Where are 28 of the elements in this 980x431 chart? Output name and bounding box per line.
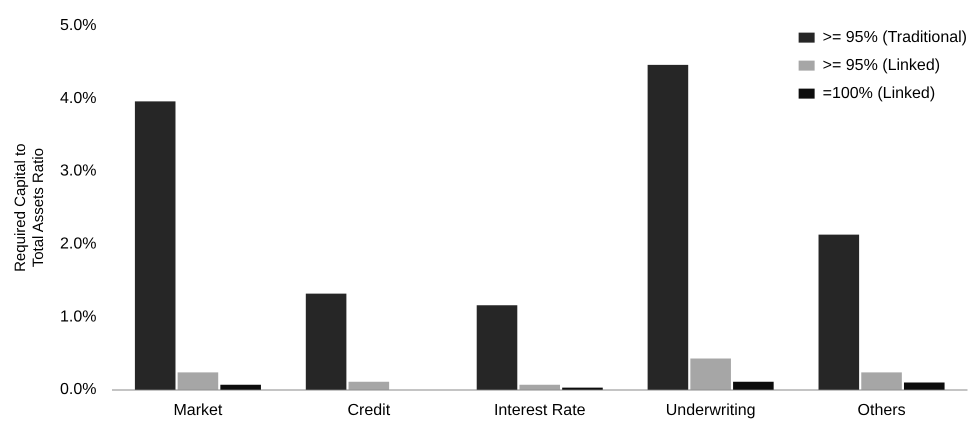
bar [134, 101, 176, 390]
y-tick-label: 3.0% [60, 162, 96, 180]
y-tick-label: 0.0% [60, 381, 96, 398]
bar [648, 64, 688, 390]
x-tick-label: Credit [347, 402, 391, 419]
bar [861, 372, 902, 390]
bar [818, 234, 860, 390]
y-tick-label: 5.0% [60, 17, 96, 34]
bar [306, 294, 346, 390]
y-tick-label: 4.0% [60, 90, 96, 107]
bar [519, 384, 560, 390]
y-tick-label: 1.0% [60, 308, 96, 326]
bar [178, 372, 218, 390]
bar [476, 305, 518, 390]
legend-label: >= 95% (Linked) [822, 57, 940, 74]
y-tick-label: 2.0% [60, 236, 96, 253]
legend-label: >= 95% (Traditional) [822, 29, 968, 46]
y-axis-title: Required Capital to Total Assets Ratio [12, 143, 48, 272]
x-tick-label: Interest Rate [494, 402, 586, 419]
bar [733, 382, 774, 390]
bar [904, 382, 945, 390]
bar [348, 382, 390, 390]
bar [220, 384, 261, 390]
x-tick-label: Market [173, 402, 223, 419]
bar [690, 358, 731, 390]
x-tick-label: Others [858, 402, 906, 419]
x-tick-label: Underwriting [666, 402, 756, 419]
legend-label: =100% (Linked) [822, 85, 936, 102]
